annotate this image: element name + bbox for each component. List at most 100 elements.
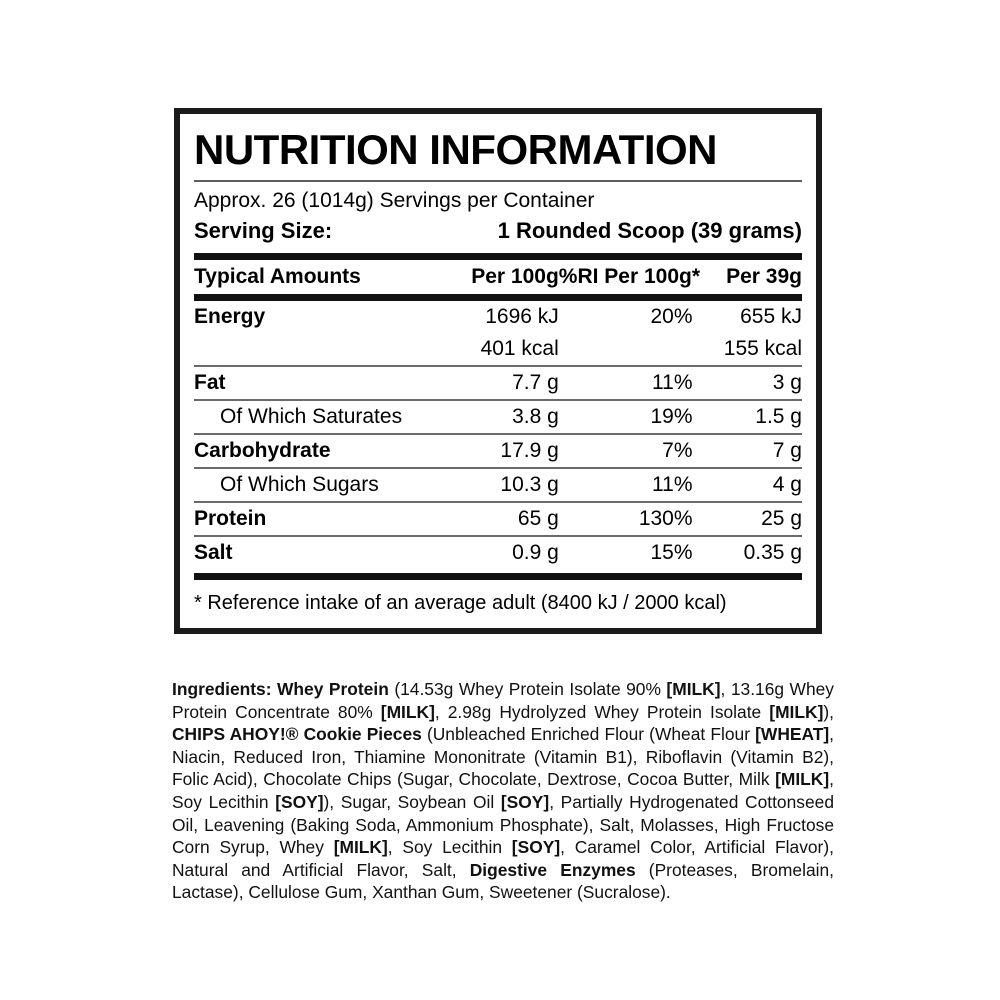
row-label-of-which-saturates: Of Which Saturates	[220, 405, 403, 428]
cell-ri-per-100g: 11%	[559, 367, 693, 399]
cell-per-39g-value: 25 g	[761, 507, 802, 530]
cell-per-100g: 3.8 g	[437, 401, 559, 433]
cell-per-100g-value: 7.7 g	[512, 371, 559, 394]
header-bottom-rule-row	[194, 294, 802, 301]
ingredient-text: (14.53g Whey Protein Isolate 90%	[388, 679, 667, 699]
row-divider-cell	[194, 501, 802, 503]
table-row: Salt 0.9 g 15% 0.35 g	[194, 537, 802, 569]
table-header-row: Typical Amounts Per 100g %RI Per 100g* P…	[194, 260, 802, 294]
cell-ri-per-100g: 19%	[559, 401, 693, 433]
row-divider	[194, 501, 802, 503]
cell-per-100g: 10.3 g	[437, 469, 559, 501]
cell-per-39g-value: 4 g	[772, 473, 802, 496]
cell-per-100g-value: 3.8 g	[512, 405, 559, 428]
ingredient-emphasis: [SOY]	[500, 791, 550, 812]
cell-ri-per-100g-value: 20%	[650, 305, 693, 328]
cell-ri-per-100g-value: 15%	[650, 541, 693, 564]
ingredient-emphasis: CHIPS AHOY!® Cookie Pieces	[172, 724, 422, 745]
ingredient-text: , 13.16g Whey Protein Concentrate 80%	[172, 679, 834, 722]
ingredient-text: , Caramel Color, Artificial Flavor), Nat…	[172, 837, 834, 880]
ingredient-emphasis: [MILK]	[333, 837, 388, 858]
column-header-ri-per-100g: %RI Per 100g*	[558, 265, 701, 288]
row-divider	[194, 365, 802, 367]
row-divider-line	[194, 535, 802, 537]
ingredient-emphasis: [MILK]	[380, 701, 435, 722]
page-title: NUTRITION INFORMATION	[194, 126, 718, 173]
ingredient-emphasis: [MILK]	[666, 679, 721, 699]
cell-per-39g: 1.5 g	[693, 401, 802, 433]
row-divider-cell	[194, 467, 802, 469]
ingredients-paragraph: Ingredients: Whey Protein (14.53g Whey P…	[172, 678, 834, 904]
cell-per-39g-value: 655 kJ	[740, 305, 802, 328]
row-divider-line	[194, 467, 802, 469]
cell-per-100g-value: 10.3 g	[500, 473, 559, 496]
cell-per-100g: 17.9 g	[437, 435, 559, 467]
table-row: Fat 7.7 g 11% 3 g	[194, 367, 802, 399]
row-divider	[194, 535, 802, 537]
ingredient-emphasis: [SOY]	[275, 791, 324, 812]
ingredient-text: ),	[823, 701, 834, 722]
row-label-fat: Fat	[194, 371, 226, 394]
cell-per-39g: 3 g	[693, 367, 802, 399]
cell-per-100g-value: 17.9 g	[500, 439, 559, 462]
table-row: Of Which Sugars 10.3 g 11% 4 g	[194, 469, 802, 501]
ingredient-emphasis: [SOY]	[511, 837, 561, 858]
cell-per-39g: 7 g	[693, 435, 802, 467]
cell-per-39g: 0.35 g	[693, 537, 802, 569]
column-header-name: Typical Amounts	[194, 265, 361, 288]
ingredient-text: , 2.98g Hydrolyzed Whey Protein Isolate	[434, 701, 770, 722]
row-divider-cell	[194, 433, 802, 435]
title-divider	[194, 180, 802, 182]
ingredient-text: , Partially Hydrogenated Cottonseed Oil,…	[172, 791, 834, 858]
nutrition-panel: NUTRITION INFORMATION Approx. 26 (1014g)…	[174, 108, 822, 634]
column-header-per-39g: Per 39g	[726, 265, 802, 288]
row-label-energy: Energy	[194, 305, 266, 328]
cell-ri-per-100g-value: 130%	[638, 507, 693, 530]
row-divider-cell	[194, 535, 802, 537]
cell-ri-per-100g-value: 11%	[652, 371, 693, 394]
ingredient-text: (Unbleached Enriched Flour (Wheat Flour	[421, 724, 756, 745]
cell-per-100g-value-secondary: 401 kcal	[480, 337, 559, 360]
cell-per-39g-value: 0.35 g	[743, 541, 802, 564]
serving-size-row: Serving Size: 1 Rounded Scoop (39 grams)	[194, 215, 802, 249]
nutrition-table-body: Energy 1696 kJ 401 kcal 20% 655 kJ 155 kcal Fa…	[194, 301, 802, 569]
table-row: Carbohydrate 17.9 g 7% 7 g	[194, 435, 802, 467]
cell-per-100g: 65 g	[437, 503, 559, 535]
ingredient-emphasis: [WHEAT]	[755, 724, 830, 745]
cell-per-100g: 0.9 g	[437, 537, 559, 569]
column-header-per-100g: Per 100g	[471, 265, 559, 288]
row-divider	[194, 399, 802, 401]
nutrition-table-head: Typical Amounts Per 100g %RI Per 100g* P…	[194, 260, 802, 301]
cell-per-39g: 25 g	[693, 503, 802, 535]
row-label-of-which-sugars: Of Which Sugars	[220, 473, 379, 496]
ingredient-emphasis: [MILK]	[775, 769, 830, 790]
ingredient-text: (Proteases, Bromelain, Lactase), Cellulo…	[172, 859, 834, 903]
cell-ri-per-100g: 130%	[559, 503, 693, 535]
ingredient-emphasis: Ingredients: Whey Protein	[172, 679, 389, 699]
cell-ri-per-100g-value: 11%	[652, 473, 693, 496]
cell-per-39g-value: 7 g	[772, 439, 802, 462]
cell-ri-per-100g: 7%	[559, 435, 692, 467]
row-divider	[194, 467, 802, 469]
row-divider-line	[194, 399, 802, 401]
table-row: Protein 65 g 130% 25 g	[194, 503, 802, 535]
row-divider-cell	[194, 399, 802, 401]
serving-size-value: 1 Rounded Scoop (39 grams)	[497, 218, 802, 243]
footnote-top-rule	[194, 573, 802, 580]
cell-per-100g-value: 65 g	[517, 507, 559, 530]
ingredient-text: ), Sugar, Soybean Oil	[323, 791, 501, 812]
cell-per-39g-value-secondary: 155 kcal	[723, 337, 802, 360]
row-divider-line	[194, 365, 802, 367]
row-label-carbohydrate: Carbohydrate	[194, 439, 331, 462]
row-divider-line	[194, 501, 802, 503]
serving-size-label: Serving Size:	[194, 218, 333, 243]
table-row: Energy 1696 kJ 401 kcal 20% 655 kJ 155 kcal	[194, 301, 802, 365]
ingredient-emphasis: Digestive Enzymes	[469, 859, 636, 880]
cell-per-39g-value: 3 g	[772, 371, 802, 394]
nutrition-table: Typical Amounts Per 100g %RI Per 100g* P…	[194, 260, 802, 569]
row-label-protein: Protein	[194, 507, 267, 530]
header-top-rule	[194, 253, 802, 260]
header-bottom-rule	[194, 294, 802, 301]
ingredient-text: , Soy Lecithin	[387, 837, 512, 858]
